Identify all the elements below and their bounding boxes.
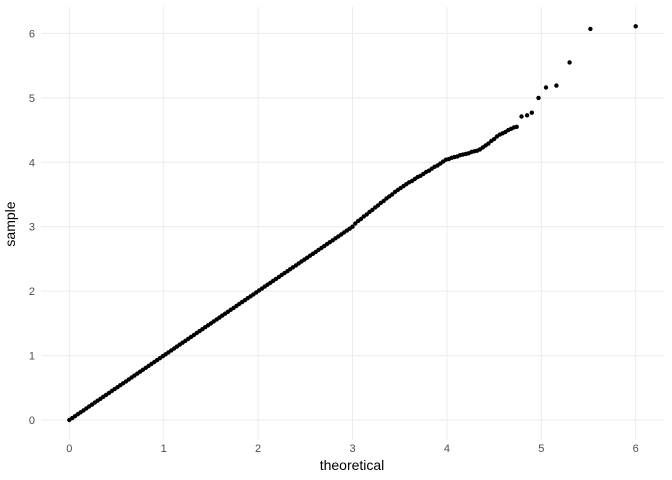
data-point	[524, 113, 530, 118]
data-point	[364, 212, 369, 217]
data-point	[543, 85, 549, 90]
data-point	[491, 136, 497, 142]
y-tick-label: 6	[29, 28, 35, 40]
grid-layer	[41, 7, 664, 440]
data-point	[567, 60, 572, 65]
x-tick-label: 5	[538, 443, 544, 455]
y-tick-label: 3	[29, 222, 35, 234]
y-tick-label: 5	[29, 93, 35, 105]
data-point	[375, 203, 381, 208]
x-tick-label: 1	[161, 443, 167, 455]
data-point	[554, 83, 559, 88]
y-tick-label: 4	[29, 157, 35, 169]
data-point	[381, 198, 386, 204]
data-point	[633, 24, 638, 29]
data-point	[486, 141, 491, 146]
x-tick-label: 2	[255, 443, 261, 455]
x-axis-title: theoretical	[320, 457, 385, 473]
y-axis-title: sample	[2, 201, 18, 246]
data-point	[529, 110, 534, 115]
y-tick-label: 0	[29, 415, 35, 427]
points-layer	[67, 24, 638, 423]
data-point	[536, 95, 541, 101]
data-point	[514, 124, 519, 129]
data-point	[519, 114, 524, 119]
data-point	[358, 216, 364, 222]
x-tick-label: 0	[66, 443, 72, 455]
y-tick-label: 1	[29, 351, 35, 363]
x-tick-label: 3	[349, 443, 355, 455]
data-point	[389, 192, 395, 197]
data-point	[588, 26, 593, 32]
x-tick-label: 6	[633, 443, 639, 455]
y-axis-tick-labels: 0 1 2 3 4 5 6	[29, 28, 35, 427]
y-tick-label: 2	[29, 286, 35, 298]
data-point	[370, 207, 375, 213]
x-tick-label: 4	[444, 443, 450, 455]
data-point	[350, 224, 355, 229]
x-axis-tick-labels: 0 1 2 3 4 5 6	[66, 443, 638, 455]
data-point	[353, 221, 358, 226]
